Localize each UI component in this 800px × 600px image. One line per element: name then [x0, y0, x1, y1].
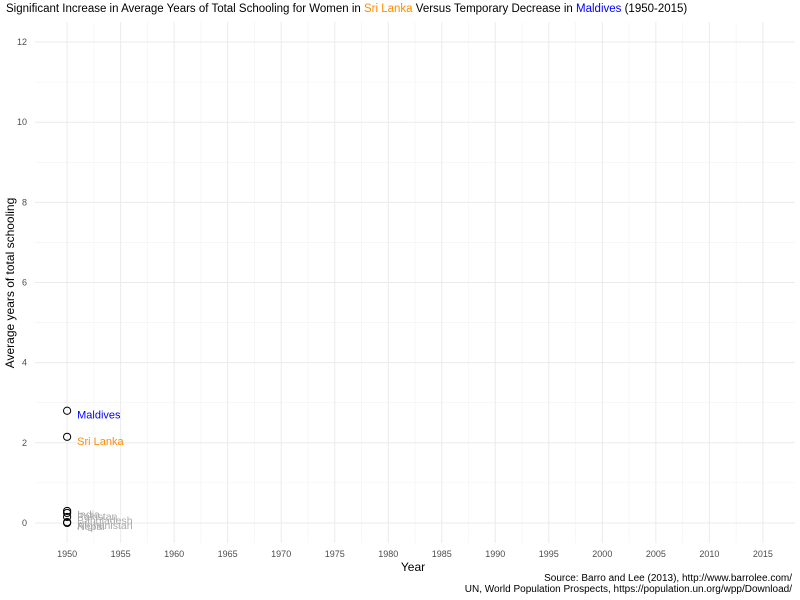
data-point	[63, 508, 72, 518]
x-tick-label: 1990	[485, 549, 505, 559]
source-note: Source: Barro and Lee (2013), http://www…	[465, 573, 792, 595]
gridlines	[35, 22, 795, 543]
point-label: Pakistan	[77, 511, 117, 523]
point-label: India	[77, 509, 100, 521]
data-point	[63, 518, 72, 528]
point-label: Sri Lanka	[77, 436, 124, 448]
x-tick-label: 1980	[378, 549, 398, 559]
data-points	[63, 406, 72, 528]
x-tick-label: 2005	[646, 549, 666, 559]
data-point	[63, 512, 72, 522]
data-point	[63, 506, 72, 516]
point-label: Maldives	[77, 410, 121, 422]
x-tick-label: 1975	[325, 549, 345, 559]
point-label: Nepal	[77, 521, 104, 533]
x-tick-label: 2010	[699, 549, 719, 559]
x-tick-label: 2000	[592, 549, 612, 559]
y-axis-title: Average years of total schooling	[3, 198, 17, 369]
title-part3: (1950-2015)	[621, 3, 688, 15]
x-axis-title: Year	[401, 560, 425, 574]
y-tick-label: 6	[22, 278, 27, 288]
y-tick-label: 2	[22, 438, 27, 448]
y-tick-label: 10	[17, 117, 27, 127]
title-part2: Versus Temporary Decrease in	[412, 3, 577, 15]
title-highlight-sri-lanka: Sri Lanka	[364, 3, 413, 15]
y-tick-label: 0	[22, 518, 27, 528]
source-line-1: Source: Barro and Lee (2013), http://www…	[544, 573, 792, 584]
x-tick-label: 1955	[111, 549, 131, 559]
point-labels: Maldives Sri Lanka IndiaPakistanBangladesh…	[77, 410, 133, 533]
x-tick-label: 1985	[432, 549, 452, 559]
y-tick-label: 12	[17, 37, 27, 47]
x-tick-label: 1950	[57, 549, 77, 559]
y-tick-label: 4	[22, 358, 27, 368]
title-part1: Significant Increase in Average Years of…	[6, 3, 364, 15]
tick-labels: 1950 1955 1960 1965 1970 1975 1980 1985 1990 1995…	[17, 37, 773, 559]
point-label: Bangladesh	[77, 515, 133, 527]
y-tick-label: 8	[22, 197, 27, 207]
x-tick-label: 1965	[218, 549, 238, 559]
x-tick-label: 1995	[539, 549, 559, 559]
chart-title: Significant Increase in Average Years of…	[6, 3, 687, 15]
data-point	[63, 406, 72, 415]
title-highlight-maldives: Maldives	[576, 3, 622, 15]
source-line-2: UN, World Population Prospects, https://…	[464, 584, 792, 595]
point-label: Afghanistan	[77, 520, 133, 532]
data-point	[63, 432, 72, 441]
x-tick-label: 1960	[164, 549, 184, 559]
x-tick-label: 2015	[753, 549, 773, 559]
x-tick-label: 1970	[271, 549, 291, 559]
